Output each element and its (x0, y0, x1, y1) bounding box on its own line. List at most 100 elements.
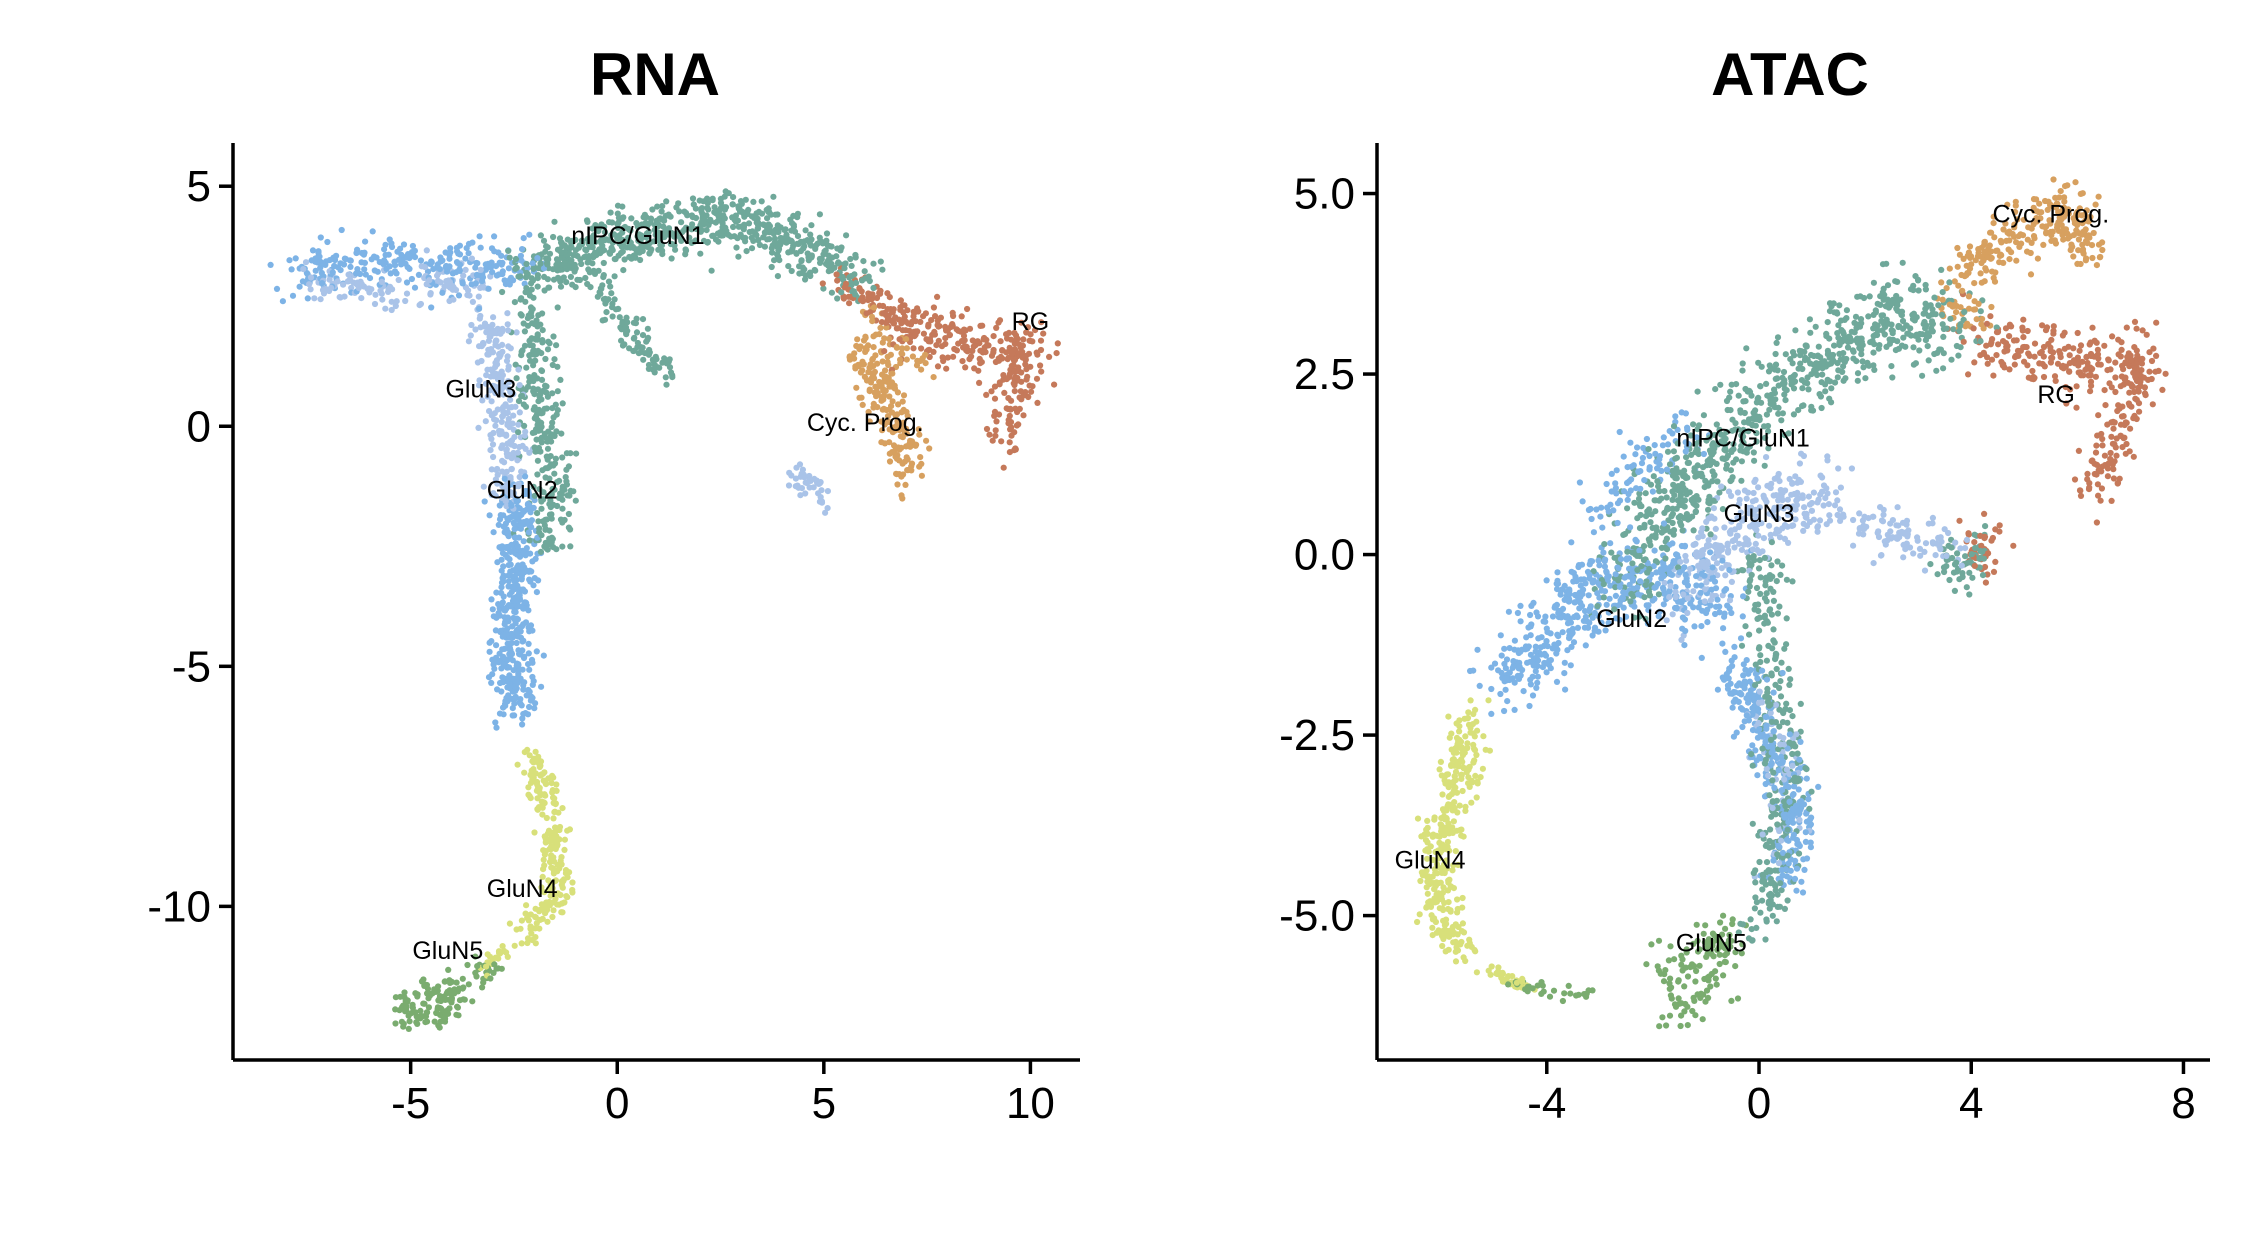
cell-point (522, 298, 529, 305)
cell-point (461, 996, 468, 1003)
cell-point (756, 241, 764, 249)
cell-point (493, 589, 500, 596)
cell-point (1616, 428, 1623, 436)
cell-point (584, 235, 591, 242)
cell-point (561, 846, 568, 854)
cell-point (519, 715, 526, 722)
cell-point (534, 421, 541, 429)
cell-point (993, 324, 1000, 331)
cell-point (566, 869, 573, 876)
cell-point (528, 313, 535, 320)
cell-point (828, 260, 835, 268)
cell-point (852, 254, 859, 261)
cell-point (517, 296, 524, 303)
cell-point (306, 281, 313, 288)
cell-point (382, 305, 389, 312)
cell-point (884, 359, 891, 366)
cell-point (920, 313, 927, 320)
cell-point (329, 269, 336, 276)
cell-point (542, 355, 549, 363)
cell-point (498, 589, 505, 597)
cell-point (1757, 590, 1764, 598)
cell-point (2077, 492, 2085, 499)
cell-point (959, 358, 966, 365)
cell-point (898, 320, 905, 327)
cell-point (958, 337, 966, 345)
cell-point (456, 251, 464, 258)
cell-point (1704, 619, 1711, 626)
cell-point (368, 286, 375, 293)
cell-point (541, 833, 549, 840)
cell-point (1034, 351, 1041, 358)
y-tick-label: -10 (147, 882, 211, 931)
cell-point (785, 263, 792, 270)
cell-point (542, 382, 549, 389)
cell-point (870, 344, 877, 351)
cell-point (551, 356, 558, 363)
cell-point (988, 388, 995, 395)
cell-point (928, 317, 935, 324)
cell-point (521, 749, 528, 756)
cell-point (734, 235, 741, 242)
cell-point (2095, 412, 2102, 419)
cell-point (807, 477, 814, 484)
cell-point (1919, 331, 1926, 338)
cell-point (567, 526, 574, 533)
cell-point (1977, 308, 1984, 315)
cell-point (833, 253, 840, 260)
cell-point (414, 1020, 421, 1027)
cell-point (743, 248, 750, 255)
cell-point (469, 298, 476, 305)
cell-point (526, 231, 533, 238)
cell-point (1620, 453, 1627, 460)
cell-point (511, 299, 518, 306)
cell-point (530, 504, 537, 511)
cell-point (922, 360, 929, 367)
cell-point (768, 263, 775, 271)
cell-point (1424, 817, 1431, 825)
cell-point (796, 270, 803, 277)
cell-point (1910, 344, 1917, 351)
cell-point (991, 408, 999, 415)
cell-point (486, 953, 494, 960)
cell-point (943, 365, 950, 372)
cell-point (862, 333, 869, 340)
cell-point (521, 769, 528, 776)
cell-point (1467, 697, 1474, 704)
cell-point (402, 297, 409, 305)
cell-point (564, 827, 571, 834)
cell-point (717, 229, 725, 236)
cell-point (630, 319, 638, 326)
cell-point (510, 490, 518, 497)
cell-point (554, 304, 561, 311)
cell-point (585, 266, 592, 273)
cell-point (499, 575, 506, 582)
cell-point (518, 917, 526, 924)
cell-point (729, 214, 736, 221)
cell-point (1691, 997, 1698, 1005)
cell-point (656, 364, 663, 371)
cell-point (525, 640, 532, 648)
cell-point (1862, 375, 1869, 382)
cell-point (838, 289, 845, 296)
cell-point (1014, 374, 1021, 381)
cell-point (1746, 583, 1753, 590)
cell-point (525, 529, 533, 536)
cell-point (655, 246, 662, 253)
cell-point (517, 925, 524, 932)
cell-point (484, 393, 491, 400)
cell-point (460, 272, 467, 279)
cell-point (544, 456, 551, 463)
cell-point (753, 210, 760, 217)
cell-point (516, 409, 523, 416)
cell-point (524, 939, 531, 947)
cell-point (2064, 182, 2071, 189)
cell-point (1641, 594, 1648, 601)
cell-point (641, 350, 649, 357)
cell-point (991, 383, 999, 390)
cell-point (427, 261, 434, 268)
cell-point (2077, 342, 2085, 349)
cell-point (556, 827, 563, 834)
cell-point (362, 271, 369, 278)
cell-point (1437, 758, 1444, 766)
